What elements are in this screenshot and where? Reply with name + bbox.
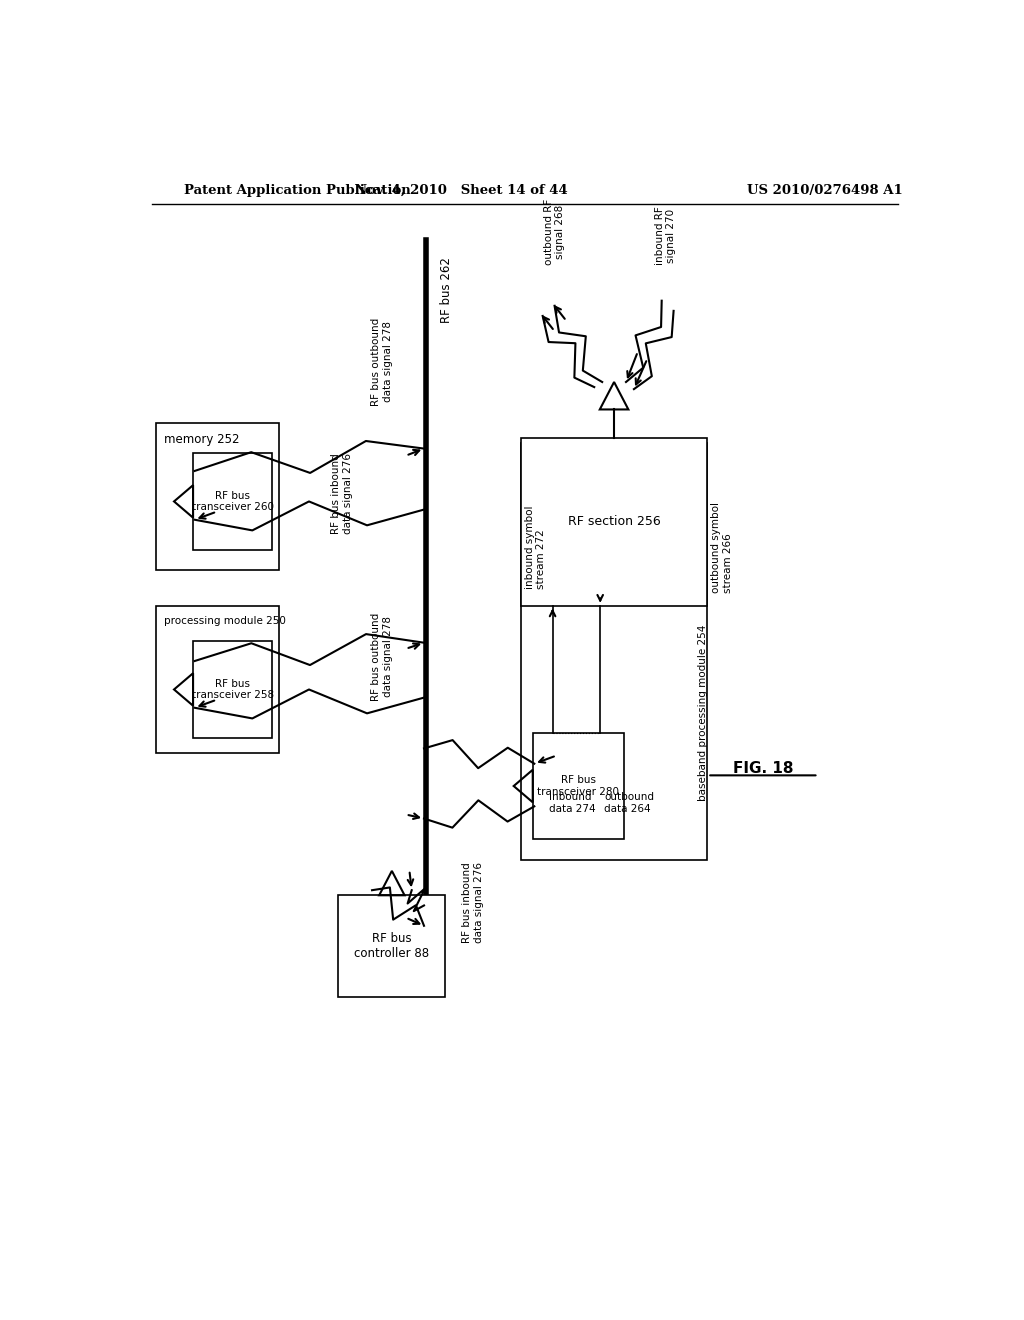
Text: inbound RF
signal 270: inbound RF signal 270 [655, 206, 677, 265]
Text: processing module 250: processing module 250 [164, 616, 286, 626]
Text: RF bus 262: RF bus 262 [440, 257, 453, 323]
Text: RF bus inbound
data signal 276: RF bus inbound data signal 276 [463, 862, 484, 942]
FancyBboxPatch shape [156, 606, 279, 752]
Text: RF bus outbound
data signal 278: RF bus outbound data signal 278 [371, 612, 393, 701]
Text: memory 252: memory 252 [164, 433, 240, 446]
Text: outbound RF
signal 268: outbound RF signal 268 [544, 199, 565, 265]
Text: inbound symbol
stream 272: inbound symbol stream 272 [524, 506, 547, 589]
Text: Nov. 4, 2010   Sheet 14 of 44: Nov. 4, 2010 Sheet 14 of 44 [355, 183, 567, 197]
Text: US 2010/0276498 A1: US 2010/0276498 A1 [748, 183, 903, 197]
FancyBboxPatch shape [532, 733, 624, 840]
Text: RF bus outbound
data signal 278: RF bus outbound data signal 278 [371, 318, 393, 405]
Text: RF bus
transceiver 280: RF bus transceiver 280 [538, 775, 620, 797]
FancyBboxPatch shape [194, 642, 272, 738]
Text: RF bus
controller 88: RF bus controller 88 [354, 932, 429, 960]
Text: Patent Application Publication: Patent Application Publication [183, 183, 411, 197]
FancyBboxPatch shape [194, 453, 272, 549]
Text: outbound
data 264: outbound data 264 [604, 792, 654, 814]
FancyBboxPatch shape [521, 438, 708, 606]
Text: FIG. 18: FIG. 18 [732, 760, 794, 776]
FancyBboxPatch shape [156, 422, 279, 570]
Text: RF bus
transceiver 260: RF bus transceiver 260 [191, 491, 273, 512]
Text: RF bus inbound
data signal 276: RF bus inbound data signal 276 [332, 453, 353, 535]
Text: RF bus
transceiver 258: RF bus transceiver 258 [191, 678, 273, 701]
Text: RF section 256: RF section 256 [567, 515, 660, 528]
Text: inbound
data 274: inbound data 274 [549, 792, 595, 814]
FancyBboxPatch shape [338, 895, 445, 997]
Text: baseband processing module 254: baseband processing module 254 [698, 624, 709, 800]
Text: outbound symbol
stream 266: outbound symbol stream 266 [712, 502, 733, 593]
FancyBboxPatch shape [521, 444, 708, 859]
